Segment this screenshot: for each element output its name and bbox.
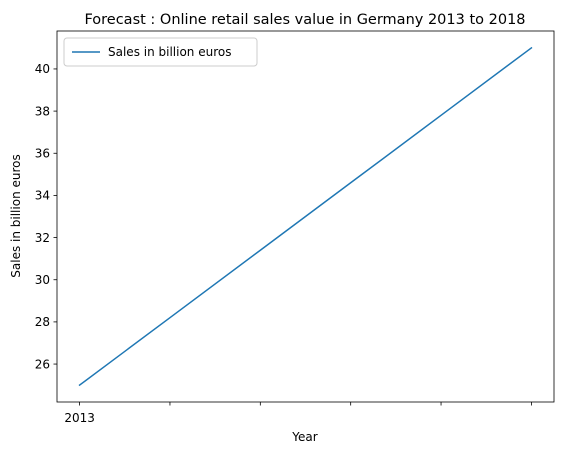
y-tick-label: 36: [35, 147, 50, 161]
series-layer: [78, 46, 533, 387]
y-axis-ticks: 26 28 30 32 34 36 38 40: [35, 62, 57, 371]
legend: Sales in billion euros: [63, 37, 258, 67]
y-tick-label: 32: [35, 231, 50, 245]
y-tick-label: 30: [35, 273, 50, 287]
x-axis-label: Year: [291, 430, 317, 444]
x-tick-label: 2013: [64, 411, 95, 425]
legend-box: [63, 37, 258, 67]
y-tick-label: 38: [35, 104, 50, 118]
y-tick-label: 34: [35, 189, 50, 203]
legend-label: Sales in billion euros: [108, 45, 231, 59]
y-tick-label: 28: [35, 315, 50, 329]
y-tick-label: 26: [35, 357, 50, 371]
x-axis-ticks: 2013: [64, 402, 532, 425]
y-tick-label: 40: [35, 62, 50, 76]
plot-frame: [56, 30, 555, 403]
series-line: [78, 46, 533, 387]
chart-title: Forecast : Online retail sales value in …: [84, 12, 525, 28]
y-axis-label: Sales in billion euros: [9, 154, 23, 277]
